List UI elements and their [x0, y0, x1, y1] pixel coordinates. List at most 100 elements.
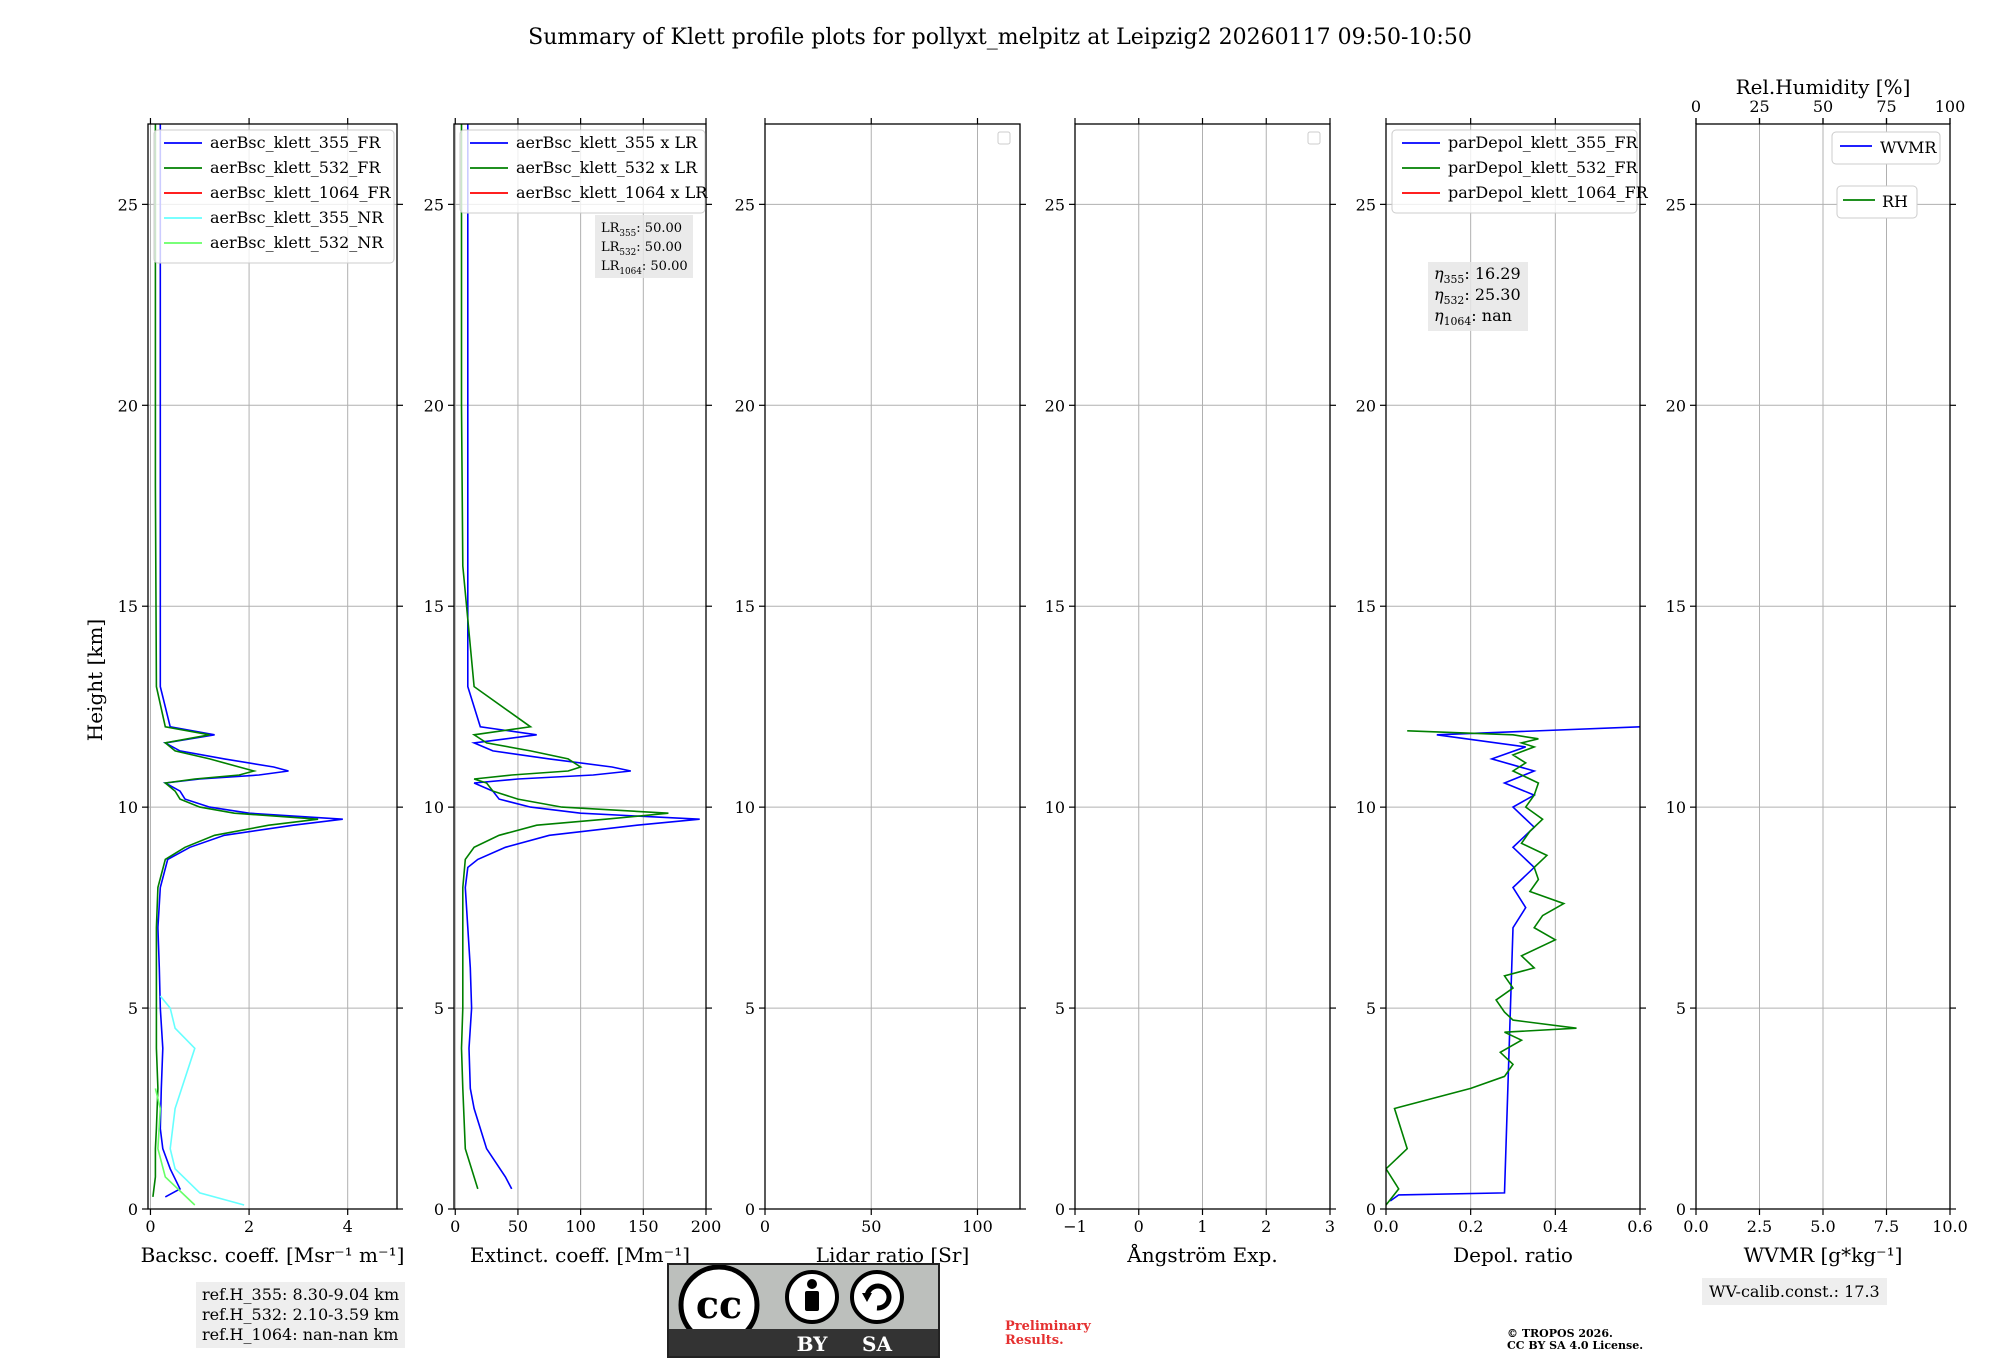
empty-legend — [1307, 131, 1321, 145]
y-tick-label: 20 — [118, 396, 138, 415]
legend: aerBsc_klett_355 x LR aerBsc_klett_532 x … — [459, 129, 708, 214]
y-tick-label: 0 — [1055, 1200, 1065, 1219]
x-axis-label: Backsc. coeff. [Msr⁻¹ m⁻¹] — [141, 1243, 405, 1267]
legend-box — [1391, 129, 1638, 214]
y-tick-label: 20 — [1045, 396, 1065, 415]
y-tick-label: 20 — [1666, 396, 1686, 415]
legend-label: aerBsc_klett_355_FR — [210, 133, 381, 152]
legend-label: parDepol_klett_1064_FR — [1448, 183, 1649, 202]
top-x-tick-label: 75 — [1876, 97, 1896, 116]
x-tick-label: 2 — [1261, 1217, 1271, 1236]
x-tick-label: 0 — [450, 1217, 460, 1236]
x-tick-label: 0.4 — [1543, 1217, 1568, 1236]
legend-label: parDepol_klett_532_FR — [1448, 158, 1639, 177]
y-tick-label: 15 — [424, 597, 444, 616]
y-tick-label: 5 — [1055, 999, 1065, 1018]
y-tick-label: 25 — [1666, 195, 1686, 214]
y-tick-label: 0 — [434, 1200, 444, 1219]
series-aerBsc_klett_355_FR — [157, 124, 343, 1198]
legend: parDepol_klett_355_FR parDepol_klett_532_… — [1391, 129, 1649, 214]
x-tick-label: 0.6 — [1627, 1217, 1652, 1236]
y-tick-label: 25 — [735, 195, 755, 214]
legend-label: aerBsc_klett_355 x LR — [516, 133, 698, 152]
annotation-line: η532: 25.30 — [1434, 285, 1521, 307]
cc-license-graphic: cc BY SA — [669, 1264, 938, 1356]
legend-label: aerBsc_klett_532_FR — [210, 158, 381, 177]
series-aerBsc_klett_532_NR — [154, 1088, 196, 1206]
ref-height-532: ref.H_532: 2.10-3.59 km — [202, 1305, 400, 1324]
y-tick-label: 25 — [1045, 195, 1065, 214]
top-x-tick-label: 100 — [1935, 97, 1966, 116]
legend-label: aerBsc_klett_532 x LR — [516, 158, 698, 177]
y-tick-label: 15 — [1666, 597, 1686, 616]
x-axis-label: Depol. ratio — [1453, 1243, 1573, 1267]
annotation-bg — [1428, 262, 1528, 331]
x-tick-label: 150 — [628, 1217, 659, 1236]
y-tick-label: 20 — [424, 396, 444, 415]
legend-label: aerBsc_klett_1064_FR — [210, 183, 392, 202]
series-group — [460, 124, 700, 1190]
legend-box — [153, 129, 395, 264]
sa-share-icon — [850, 1270, 904, 1324]
x-tick-label: 50 — [861, 1217, 881, 1236]
y-tick-label: 20 — [1356, 396, 1376, 415]
series-aerBsc_klett_532_FR — [152, 124, 319, 1197]
x-axis-label: WVMR [g*kg⁻¹] — [1744, 1243, 1903, 1267]
ref-height-355: ref.H_355: 8.30-9.04 km — [202, 1285, 400, 1304]
x-tick-label: 100 — [962, 1217, 993, 1236]
copyright-note: © TROPOS 2026. CC BY SA 4.0 License. — [1507, 1328, 1687, 1352]
x-tick-label: 0.0 — [1373, 1217, 1398, 1236]
y-tick-label: 10 — [1356, 798, 1376, 817]
y-tick-label: 5 — [128, 999, 138, 1018]
cc-icon-text: cc — [696, 1282, 742, 1327]
x-tick-label: 4 — [343, 1217, 353, 1236]
series-group — [1386, 726, 1640, 1206]
top-x-tick-label: 0 — [1691, 97, 1701, 116]
y-tick-label: 15 — [735, 597, 755, 616]
reference-heights-box: ref.H_355: 8.30-9.04 km ref.H_532: 2.10-… — [196, 1282, 406, 1348]
x-tick-label: 0 — [145, 1217, 155, 1236]
sa-label: SA — [862, 1332, 892, 1356]
legend: WVMR RH — [1831, 131, 1941, 219]
axes-frame — [1385, 123, 1641, 1210]
legend-box-rh — [1836, 185, 1918, 219]
x-axis-label: Extinct. coeff. [Mm⁻¹] — [470, 1243, 690, 1267]
top-x-tick-label: 50 — [1813, 97, 1833, 116]
x-tick-label: 50 — [508, 1217, 528, 1236]
y-tick-label: 10 — [1666, 798, 1686, 817]
legend-box-wvmr — [1831, 131, 1941, 165]
panel-depol: 0 5 10 15 20 25 0.0 0.2 0.4 0.6 Depol. ratio parDep… — [1356, 118, 1653, 1267]
y-tick-label: 25 — [424, 195, 444, 214]
copyright-line-2: CC BY SA 4.0 License. — [1507, 1339, 1644, 1352]
x-tick-label: 1 — [1197, 1217, 1207, 1236]
preliminary-line-1: Preliminary — [1005, 1319, 1091, 1334]
x-tick-label: 0 — [760, 1217, 770, 1236]
series-parDepol_klett_532_FR — [1386, 730, 1577, 1206]
x-tick-label: 5.0 — [1810, 1217, 1835, 1236]
y-axis-label: Height [km] — [83, 619, 107, 741]
series-aerBsc_klett_355_NR — [159, 995, 245, 1206]
y-tick-label: 25 — [118, 195, 138, 214]
y-tick-label: 25 — [1356, 195, 1376, 214]
preliminary-results-note: Preliminary Results. — [1005, 1320, 1125, 1348]
y-tick-label: 0 — [128, 1200, 138, 1219]
axes-frame — [453, 123, 707, 1210]
wv-calibration-box: WV-calib.const.: 17.3 — [1702, 1278, 1887, 1305]
x-tick-label: 2 — [244, 1217, 254, 1236]
x-tick-label: 10.0 — [1932, 1217, 1968, 1236]
axes-frame — [764, 123, 1021, 1210]
legend-label: aerBsc_klett_532_NR — [210, 233, 384, 252]
panel-bsc: 0 5 10 15 20 25 0 2 4 Backsc. coeff. [Msr⁻¹ m⁻¹] a… — [118, 118, 405, 1267]
x-tick-label: 3 — [1325, 1217, 1335, 1236]
preliminary-line-2: Results. — [1005, 1333, 1064, 1348]
y-tick-label: 0 — [1676, 1200, 1686, 1219]
ref-height-1064: ref.H_1064: nan-nan km — [202, 1325, 399, 1344]
y-tick-label: 5 — [434, 999, 444, 1018]
y-tick-label: 5 — [745, 999, 755, 1018]
legend-box — [459, 129, 706, 214]
y-tick-label: 20 — [735, 396, 755, 415]
